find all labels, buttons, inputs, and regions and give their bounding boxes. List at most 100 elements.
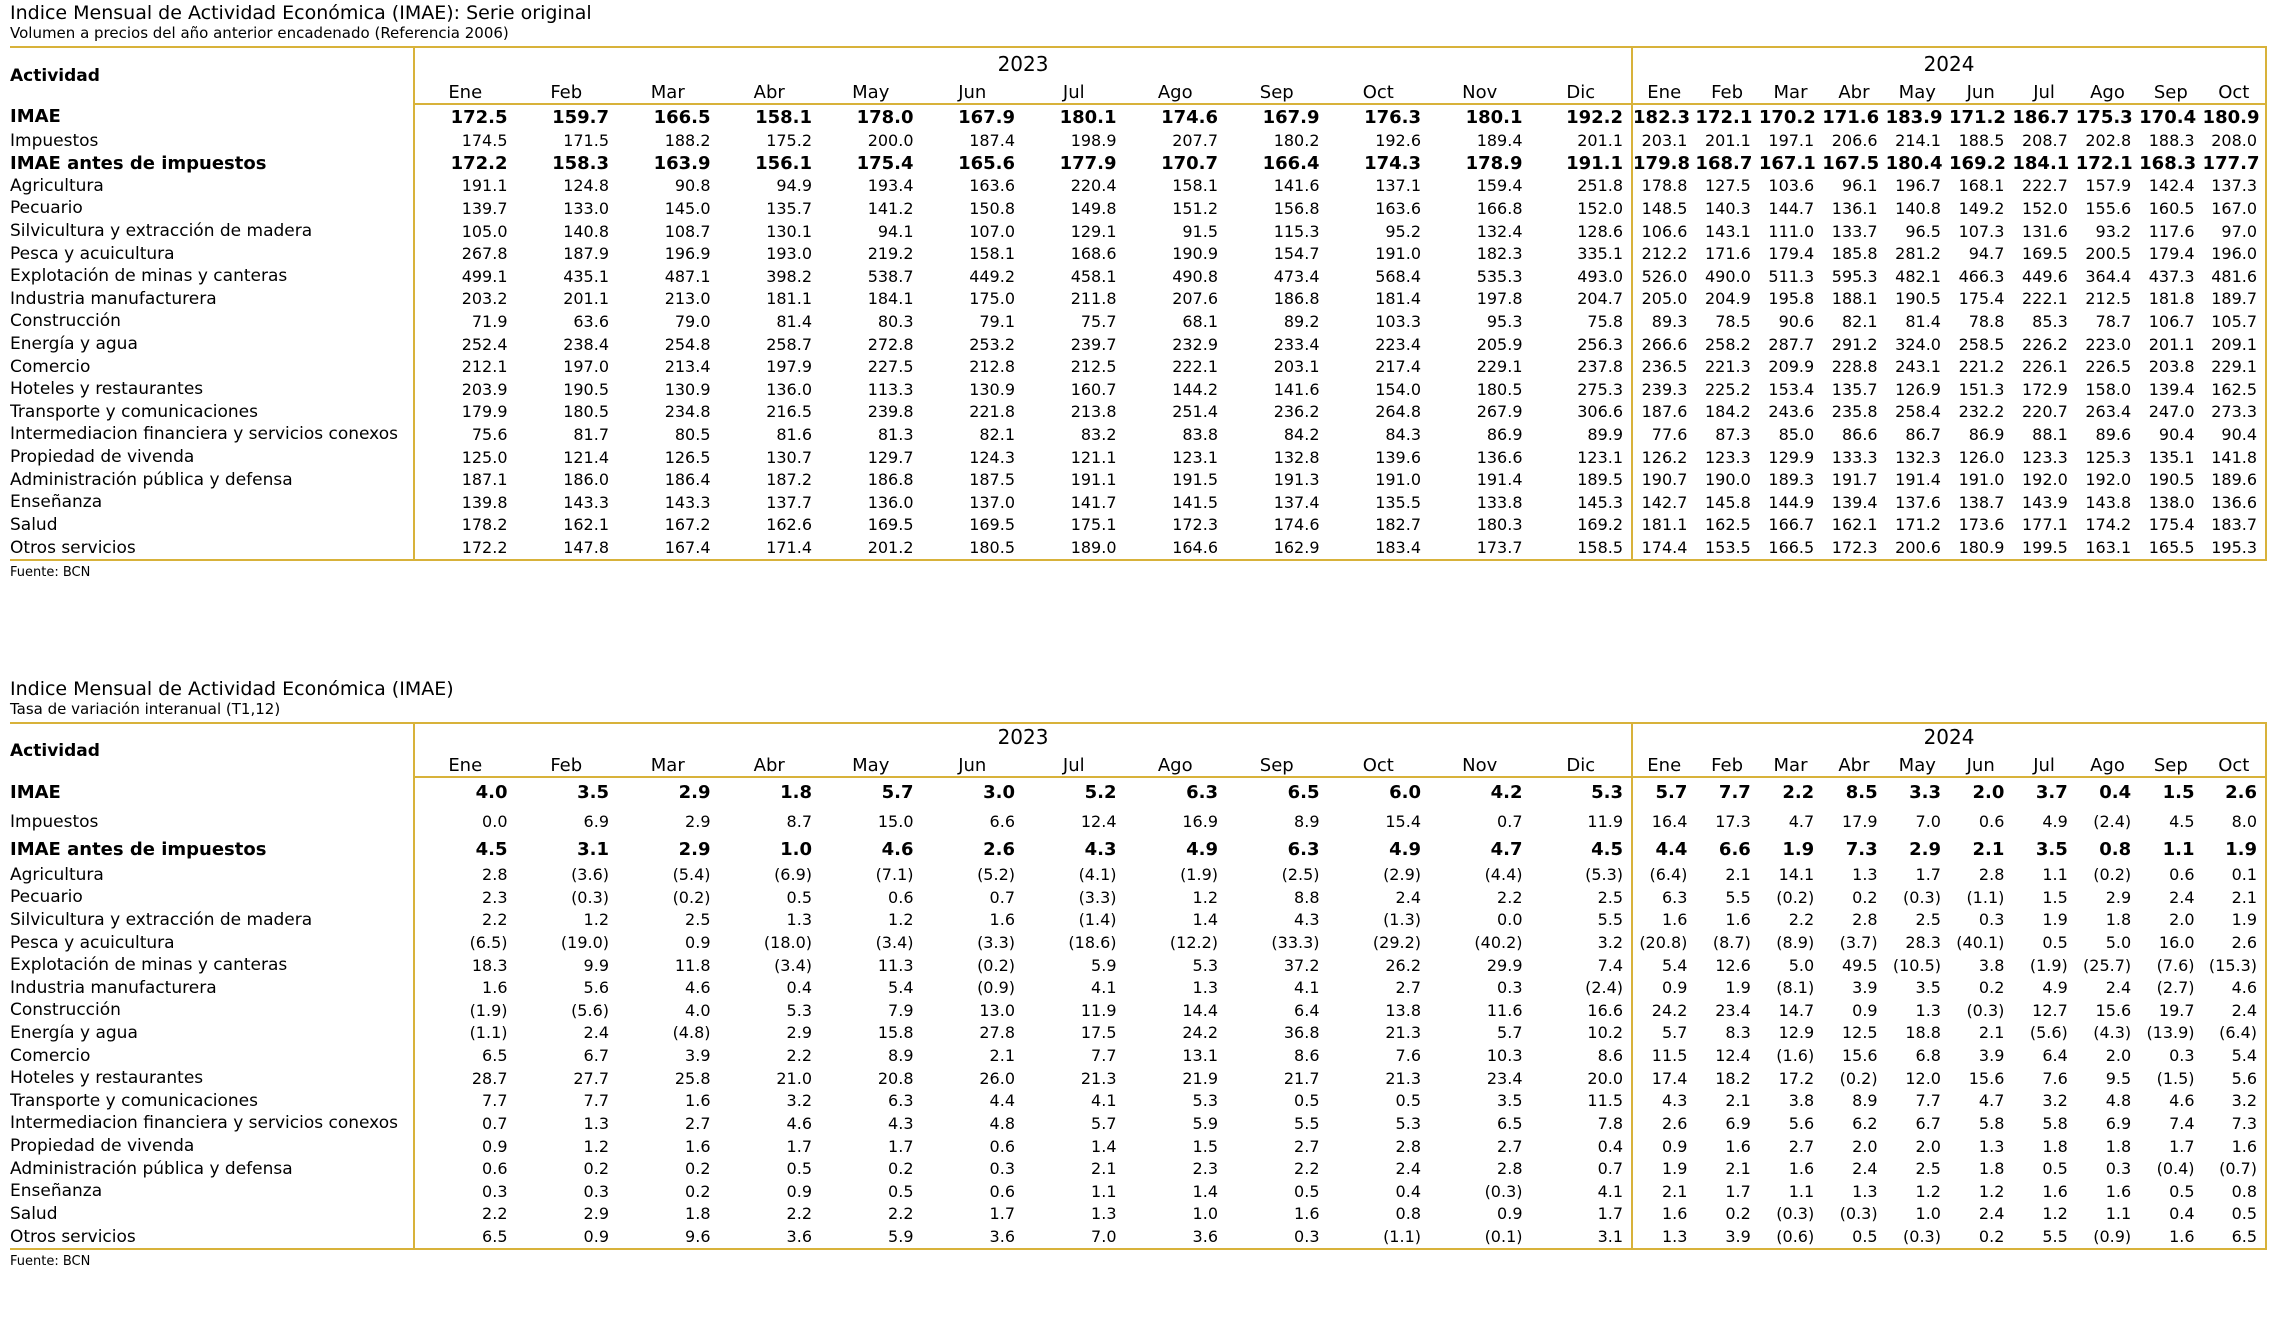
cell-value: 27.7 [573,1068,609,1088]
row-label: Comercio [10,1045,91,1066]
cell-value: 139.7 [413,197,516,220]
table2-month-row: Ene Feb Mar Abr May Jun Jul Ago Sep Oct Nov Dic Ene F… [10,749,2268,778]
table-row: Hoteles y restaurantes 28.7 27.7 25.8 21.0 20… [10,1066,2268,1090]
cell-value: 0.6 [989,1181,1015,1201]
table1-source: Fuente: BCN [10,565,91,581]
cell-value: 0.7 [1597,1159,1624,1179]
cell-value: 185.8 [1831,244,1878,264]
cell-value: 239.7 [1070,334,1117,354]
cell-value: 190.0 [1705,470,1751,490]
cell-value: 2.8 [1852,910,1878,930]
cell-value: 538.7 [867,266,914,286]
cell-value: 173.6 [1958,515,2005,535]
cell-value: 176.3 [1364,106,1421,128]
cell-value: 193.4 [867,176,914,196]
table-row: Otros servicios 6.5 0.9 9.6 3.6 5.9 3.6 7.0 3.6 0… [10,1225,2268,1251]
cell-value: 177.9 [1059,152,1117,174]
cell-value: 236.2 [1273,402,1320,422]
cell-value: 0.9 [685,933,711,953]
cell-value: 189.0 [1023,536,1125,562]
cell-value: 481.6 [2202,264,2268,288]
cell-value: 4.3 [1631,1089,1696,1113]
cell-value: 2.4 [2169,887,2195,907]
cell-value: 81.7 [573,424,609,444]
cell-value: 5.7 [1497,1023,1523,1043]
cell-value: 180.3 [1476,515,1523,535]
cell-value: 2.3 [413,886,516,909]
cell-value: 97.0 [2202,219,2268,243]
table-row: Explotación de minas y canteras 499.1 435.… [10,264,2268,288]
cell-value: 181.4 [1375,289,1421,309]
cell-value: 7.3 [1845,838,1878,860]
cell-value: (19.0) [560,933,609,953]
cell-value: 5.5 [1294,1113,1320,1133]
cell-value: 178.0 [856,106,914,128]
cell-value: 190.5 [2148,470,2195,490]
cell-value: 158.3 [552,152,609,174]
table1-month-2024-sep: Sep [2139,76,2203,105]
cell-value: 0.3 [413,1179,516,1203]
cell-value: 165.5 [2139,536,2203,562]
cell-value: 4.9 [1389,838,1421,860]
cell-value: 1.2 [1978,1181,2005,1201]
cell-value: 6.9 [1725,1113,1751,1133]
table1-month-2024-ene: Ene [1631,76,1696,105]
cell-value: 191.1 [1566,152,1624,174]
cell-value: 3.3 [1909,782,1941,804]
cell-value: 4.7 [1490,838,1523,860]
cell-value: 1.7 [1725,1181,1751,1201]
cell-value: 91.5 [1182,221,1218,241]
cell-value: 145.0 [664,198,711,218]
cell-value: 171.2 [1895,515,1941,535]
table-row: Silvicultura y extracción de madera 105.0… [10,219,2268,243]
cell-value: 2.9 [786,1023,812,1043]
cell-value: 9.9 [583,955,609,975]
cell-value: 5.4 [1631,953,1696,977]
cell-value: 75.8 [1587,311,1624,331]
table2-month-2023-sep: Sep [1226,749,1328,778]
cell-value: 89.3 [1631,310,1696,333]
cell-value: 2.6 [1631,1112,1696,1135]
cell-value: 398.2 [766,266,812,286]
cell-value: 2.8 [1395,1136,1421,1156]
cell-value: 4.7 [1978,1091,2005,1111]
cell-value: 212.2 [1631,242,1696,265]
cell-value: 156.1 [755,152,812,174]
table1-month-row: Ene Feb Mar Abr May Jun Jul Ago Sep Oct Nov Dic Ene F… [10,76,2268,105]
row-label: Industria manufacturera [10,288,217,309]
table2-month-2023-ago: Ago [1124,749,1226,778]
cell-value: 2.0 [1852,1136,1878,1156]
cell-value: 130.9 [664,379,711,399]
cell-value: 203.1 [1631,129,1696,152]
cell-value: 2.9 [678,782,711,804]
cell-value: 145.8 [1705,492,1751,512]
cell-value: 183.9 [1885,106,1943,128]
table-row: Propiedad de vivenda 0.9 1.2 1.6 1.7 1.7 0.6 1.… [10,1134,2268,1158]
cell-value: 187.5 [969,470,1015,490]
table2-header-activity: Actividad [10,722,414,777]
cell-value: 151.2 [1172,198,1218,218]
cell-value: 1.7 [1597,1204,1624,1224]
cell-value: (6.4) [1631,863,1696,887]
cell-value: 213.4 [664,357,711,377]
cell-value: 226.2 [2021,334,2068,354]
cell-value: 466.3 [1958,266,2005,286]
cell-value: 103.6 [1768,176,1815,196]
cell-value: 3.5 [1915,978,1941,998]
cell-value: 141.2 [867,198,914,218]
cell-value: 137.3 [2202,174,2268,198]
cell-value: 1.4 [1091,1136,1117,1156]
cell-value: 153.5 [1695,536,1759,562]
cell-value: 126.5 [664,447,711,467]
cell-value: 0.2 [685,1159,711,1179]
cell-value: 167.9 [1262,106,1320,128]
cell-value: 177.1 [2021,515,2068,535]
cell-value: 78.5 [1715,311,1751,331]
cell-value: 191.4 [1895,470,1941,490]
cell-value: 169.5 [969,515,1015,535]
cell-value: 181.1 [766,289,812,309]
row-label: Propiedad de vivenda [10,1136,195,1157]
cell-value: 182.3 [1631,104,1696,130]
cell-value: 1.6 [2202,1134,2268,1158]
cell-value: 511.3 [1768,266,1815,286]
